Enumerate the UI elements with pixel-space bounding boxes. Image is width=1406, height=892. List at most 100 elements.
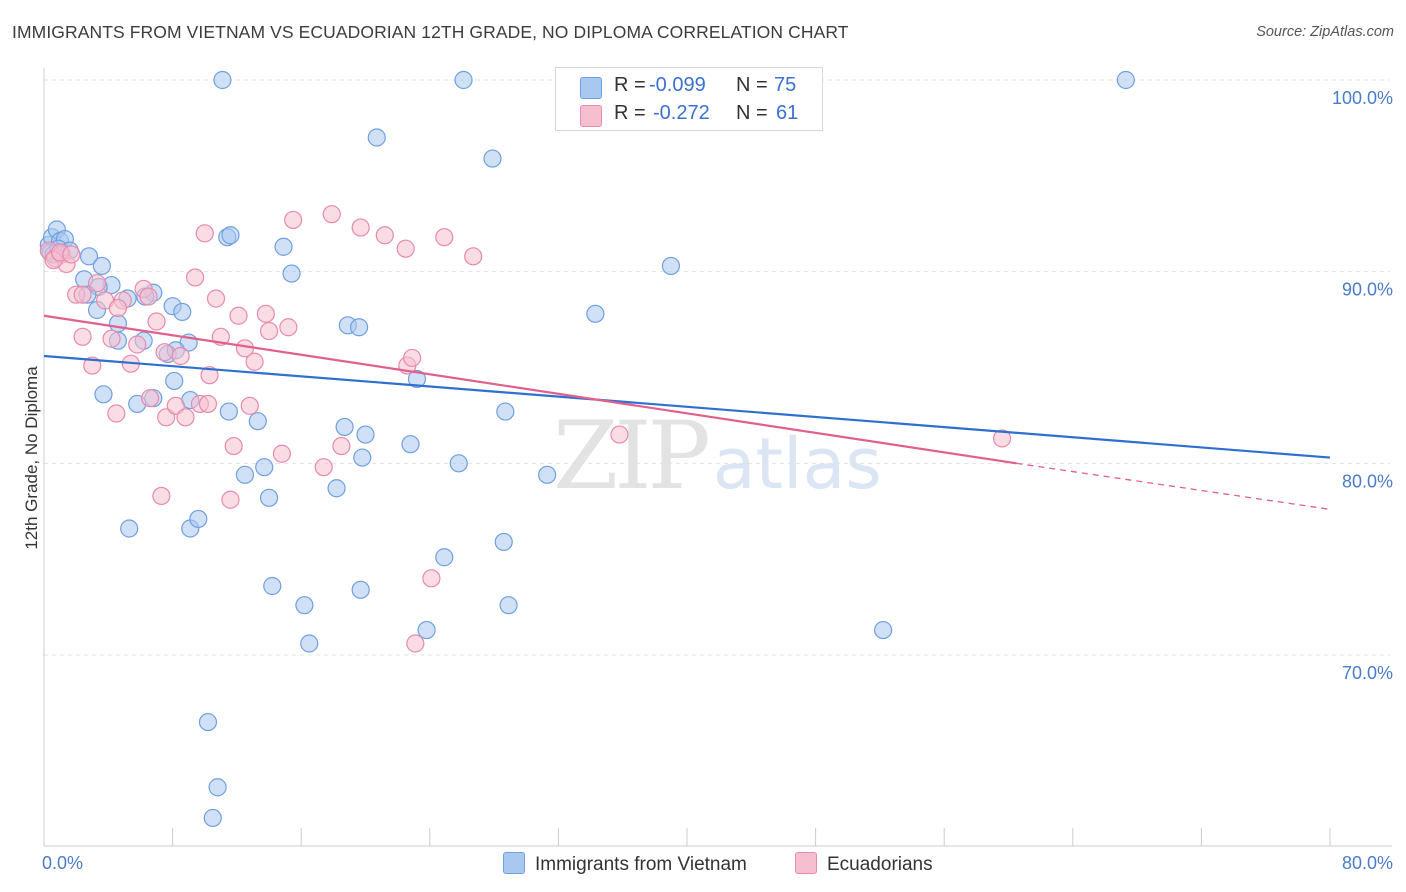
data-point (435, 228, 454, 247)
chart-title: IMMIGRANTS FROM VIETNAM VS ECUADORIAN 12… (12, 22, 849, 42)
stats-legend: R = -0.099 N = 75 R = -0.272 N = 61 (555, 67, 823, 131)
data-point (407, 369, 427, 389)
data-point (92, 256, 111, 276)
data-point (353, 448, 372, 467)
data-point (171, 346, 190, 366)
data-point (454, 70, 473, 90)
data-point (375, 226, 394, 245)
data-point (406, 634, 425, 653)
legend-swatch-pink (580, 105, 602, 127)
data-point (229, 306, 248, 325)
data-point (198, 394, 218, 414)
data-point (449, 454, 468, 473)
trend-line-ecuadorians (43, 314, 1017, 465)
data-point (155, 343, 174, 362)
data-point (586, 304, 605, 323)
data-point (219, 402, 238, 421)
data-point (79, 247, 99, 266)
data-point (120, 519, 139, 538)
bottom-legend-swatch-pink (795, 852, 817, 874)
legend-n-label: N = (736, 102, 768, 124)
data-point (417, 620, 436, 640)
data-point (494, 532, 513, 552)
data-point (661, 256, 681, 276)
data-point (992, 429, 1012, 448)
legend-r-value: -0.272 (653, 102, 710, 124)
y-tick-label: 70.0% (1342, 663, 1393, 683)
data-point (335, 417, 354, 437)
data-point (73, 285, 92, 304)
data-point (255, 458, 274, 477)
data-point (351, 580, 370, 599)
legend-swatch-blue (580, 77, 602, 99)
data-point (108, 298, 128, 318)
series-ecuadorians-points (39, 205, 1012, 653)
series-vietnam-points (39, 70, 1135, 828)
legend-r-value: -0.099 (649, 74, 706, 96)
trend-line-vietnam (43, 354, 1331, 459)
data-point (464, 247, 483, 266)
data-point (538, 465, 557, 484)
bottom-legend-label: Immigrants from Vietnam (535, 854, 747, 875)
data-point (1116, 70, 1135, 90)
data-point (499, 596, 518, 615)
bottom-legend-vietnam: Immigrants from Vietnam (503, 852, 747, 876)
data-point (874, 620, 893, 640)
data-point (221, 490, 240, 509)
data-point (195, 224, 214, 243)
data-point (139, 287, 158, 306)
data-point (356, 425, 375, 444)
data-point (165, 371, 184, 391)
data-point (327, 479, 346, 498)
legend-n-value: 75 (774, 74, 797, 96)
data-point (94, 385, 113, 404)
data-point (108, 314, 128, 333)
tick-labels: 70.0% 80.0% 90.0% 100.0% 0.0% 80.0% (42, 88, 1393, 873)
x-tick-label: 0.0% (42, 853, 83, 873)
data-point (128, 335, 147, 354)
data-point (272, 444, 292, 463)
data-point (284, 210, 303, 230)
data-point (248, 412, 267, 431)
data-point (203, 808, 222, 828)
data-point (300, 634, 319, 653)
data-point (208, 778, 227, 797)
data-point (396, 239, 415, 258)
data-point (198, 712, 218, 732)
bottom-legend-ecuadorians: Ecuadorians (795, 852, 933, 876)
y-axis-title: 12th Grade, No Diploma (22, 366, 41, 550)
data-point (351, 218, 370, 237)
data-point (62, 245, 81, 264)
gridlines (44, 79, 1390, 656)
legend-r-label: R = (614, 102, 646, 124)
data-point (213, 70, 232, 90)
data-point (221, 226, 240, 245)
y-tick-label: 100.0% (1332, 88, 1393, 108)
y-tick-label: 80.0% (1342, 471, 1393, 491)
source-credit: Source: ZipAtlas.com (1256, 24, 1394, 40)
data-point (240, 396, 259, 415)
data-point (422, 569, 441, 588)
data-point (496, 402, 515, 421)
data-point (256, 304, 275, 323)
bottom-legend-swatch-blue (503, 852, 525, 874)
data-point (349, 318, 369, 337)
data-point (435, 548, 454, 567)
trend-line-ecuadorians-dashed (1016, 462, 1331, 510)
data-point (401, 435, 420, 454)
data-point (314, 458, 333, 477)
data-point (295, 596, 314, 615)
data-point (259, 488, 279, 507)
data-point (173, 302, 192, 322)
x-tick-label: 80.0% (1342, 853, 1393, 873)
data-point (186, 268, 205, 287)
data-point (282, 264, 301, 283)
data-point (206, 289, 226, 308)
data-point (279, 318, 298, 337)
axes (43, 68, 1392, 847)
data-point (189, 509, 208, 529)
data-point (176, 408, 195, 427)
data-point (200, 366, 219, 385)
data-point (263, 576, 282, 596)
